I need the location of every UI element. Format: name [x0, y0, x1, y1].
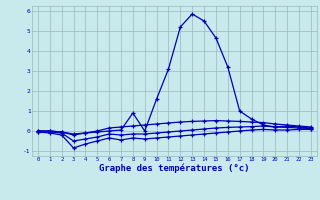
- X-axis label: Graphe des températures (°c): Graphe des températures (°c): [99, 164, 250, 173]
